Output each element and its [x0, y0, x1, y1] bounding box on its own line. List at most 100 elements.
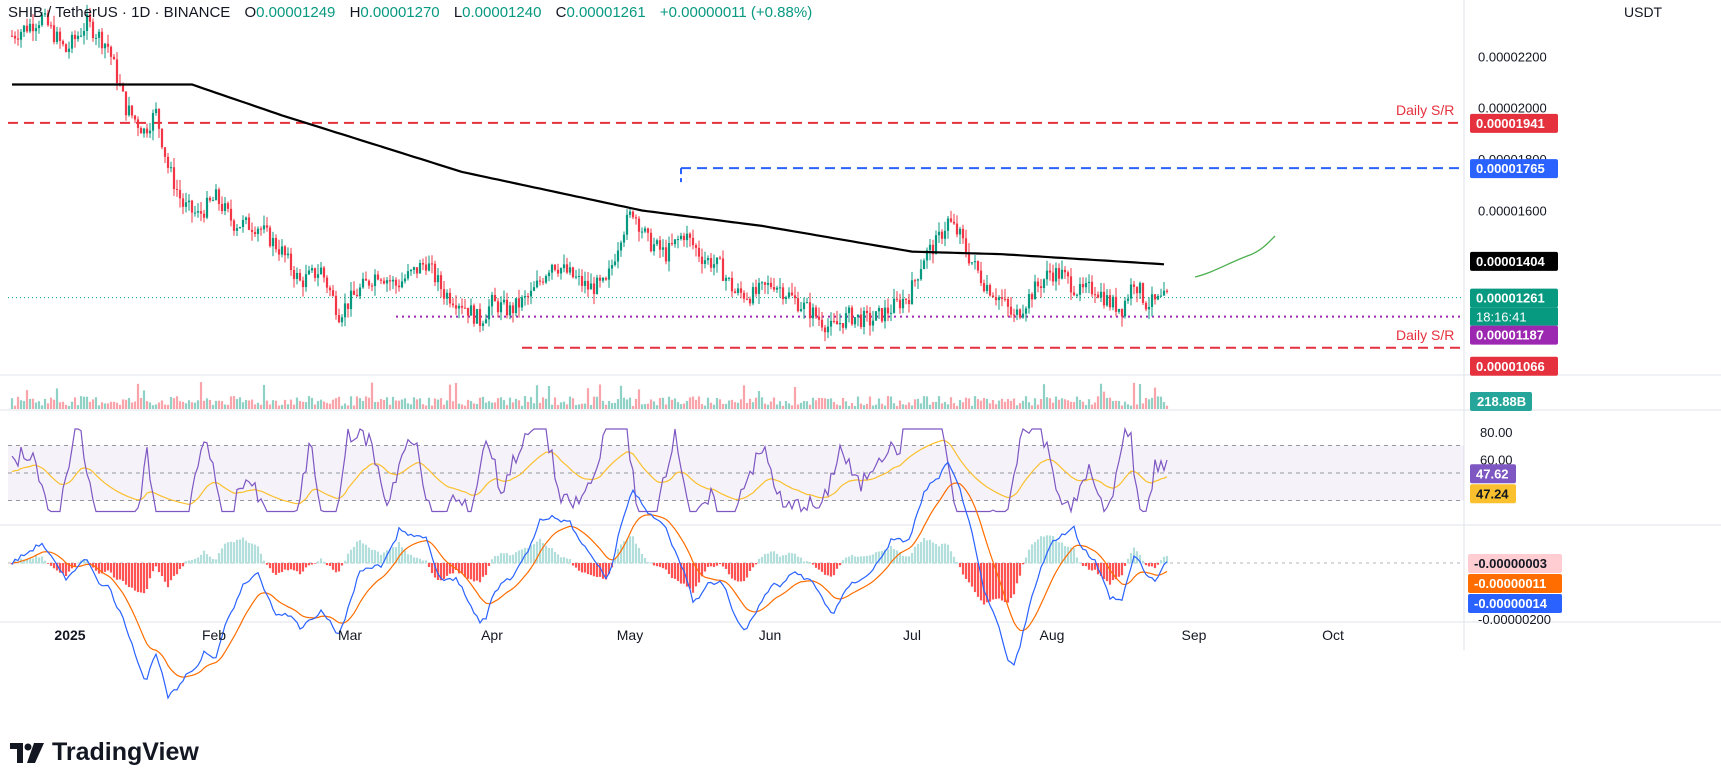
- volume-bar: [355, 396, 359, 409]
- volume-bar: [643, 404, 647, 409]
- volume-bar: [817, 397, 821, 409]
- volume-bar: [895, 405, 899, 409]
- candle: [505, 292, 509, 319]
- macd-histogram-bar: [1003, 563, 1007, 603]
- candle: [43, 8, 47, 18]
- volume-bar: [481, 396, 485, 409]
- macd-histogram-bar: [970, 563, 974, 587]
- volume-bar: [928, 404, 932, 409]
- candle-body: [1144, 302, 1148, 310]
- candle-body: [517, 298, 521, 308]
- candle: [1075, 293, 1079, 298]
- volume-bar: [868, 396, 872, 409]
- candle-body: [343, 303, 347, 318]
- daily-sr-lower-label: 0.00001066: [1476, 359, 1545, 374]
- macd-histogram-bar: [613, 558, 617, 564]
- macd-histogram-bar: [1000, 563, 1004, 601]
- candle-body: [1012, 314, 1016, 316]
- volume-bar: [349, 396, 353, 409]
- volume-bar: [100, 402, 104, 409]
- volume-bar: [871, 405, 875, 409]
- candle: [1051, 264, 1055, 286]
- candle-body: [934, 235, 938, 255]
- candle: [751, 282, 755, 306]
- candle-body: [559, 268, 563, 274]
- macd-histogram-bar: [553, 551, 557, 564]
- volume-bar: [703, 405, 707, 409]
- candle: [787, 287, 791, 300]
- volume-bar: [220, 401, 224, 409]
- candle-body: [1018, 309, 1022, 318]
- currency-label[interactable]: USDT: [1624, 4, 1663, 20]
- macd-histogram-bar: [949, 551, 953, 564]
- volume-bar: [622, 397, 626, 409]
- macd-histogram-bar: [1165, 555, 1169, 564]
- symbol-label[interactable]: SHIB / TetherUS · 1D · BINANCE: [8, 4, 231, 21]
- candle-body: [298, 272, 302, 281]
- macd-histogram-bar: [274, 563, 278, 575]
- macd-histogram-bar: [55, 563, 59, 571]
- candle: [361, 272, 365, 289]
- volume-bar: [109, 401, 113, 409]
- candle-body: [571, 267, 575, 278]
- candle: [1090, 275, 1094, 297]
- candle-body: [247, 217, 251, 230]
- candle-body: [46, 13, 50, 26]
- candle-body: [646, 228, 650, 233]
- macd-histogram-bar: [490, 559, 494, 564]
- macd-histogram-bar: [520, 549, 524, 564]
- candle: [736, 283, 740, 296]
- candle: [781, 283, 785, 305]
- candle: [412, 266, 416, 275]
- volume-bar: [454, 382, 458, 409]
- candle: [97, 29, 101, 48]
- candle-body: [406, 271, 410, 279]
- candle-body: [616, 250, 620, 262]
- volume-bar: [598, 384, 602, 409]
- candle-body: [919, 269, 923, 280]
- candle-body: [682, 235, 686, 241]
- candle-body: [61, 40, 65, 45]
- daily-sr-lower-annotation: Daily S/R: [1396, 327, 1454, 343]
- candle-body: [862, 310, 866, 327]
- candle-body: [931, 244, 935, 255]
- volume-bar: [112, 401, 116, 409]
- candle: [1036, 277, 1040, 293]
- candle: [712, 254, 716, 276]
- candle: [763, 281, 767, 294]
- macd-histogram-bar: [370, 549, 374, 564]
- volume-bar: [808, 404, 812, 409]
- candle-body: [757, 282, 761, 294]
- macd-histogram-bar: [928, 539, 932, 564]
- macd-histogram-bar: [379, 554, 383, 564]
- candle-body: [484, 319, 488, 324]
- macd-histogram-bar: [202, 550, 206, 564]
- candle-body: [280, 246, 284, 255]
- macd-histogram-bar: [133, 563, 137, 591]
- candle-body: [448, 292, 452, 304]
- volume-bar: [385, 397, 389, 409]
- candle: [241, 215, 245, 233]
- candle: [922, 258, 926, 270]
- candle-body: [496, 301, 500, 313]
- candle-body: [889, 312, 893, 314]
- tradingview-logo[interactable]: TradingView: [10, 738, 199, 767]
- candle-body: [295, 272, 299, 279]
- macd-histogram-bar: [739, 563, 743, 582]
- candle: [316, 264, 320, 287]
- candle-body: [85, 14, 89, 32]
- volume-bar: [1051, 402, 1055, 409]
- volume-bar: [793, 386, 797, 409]
- candle: [175, 179, 179, 197]
- volume-bar: [214, 400, 218, 409]
- candle-body: [775, 287, 779, 290]
- candle: [1057, 263, 1061, 286]
- volume-bar: [196, 400, 200, 409]
- candle: [691, 229, 695, 250]
- macd-histogram-bar: [1129, 553, 1133, 564]
- volume-bar: [859, 403, 863, 409]
- macd-histogram-bar: [262, 560, 266, 564]
- volume-bar: [1135, 404, 1139, 409]
- candle-body: [880, 308, 884, 322]
